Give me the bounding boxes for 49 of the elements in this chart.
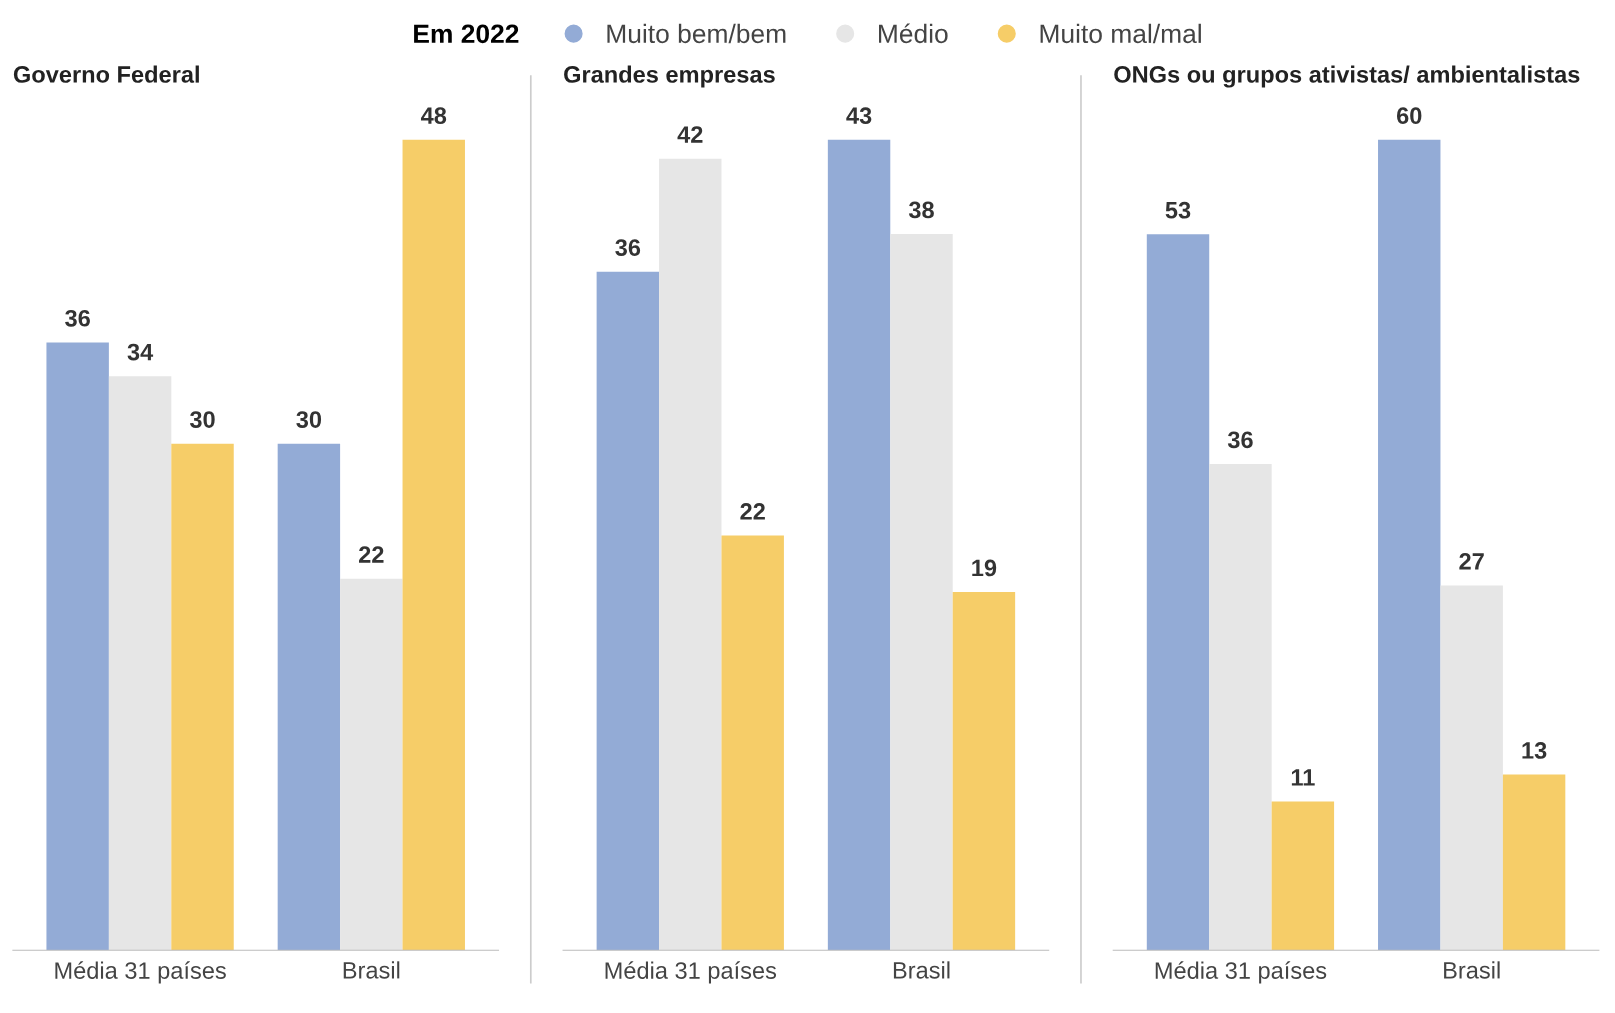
data-label: 13 bbox=[1522, 742, 1547, 759]
x-tick-label: Brasil bbox=[893, 961, 950, 979]
bar bbox=[402, 139, 465, 951]
bar bbox=[108, 376, 172, 951]
bar bbox=[340, 578, 403, 951]
data-label: 42 bbox=[677, 126, 703, 143]
bar bbox=[1209, 463, 1272, 951]
x-tick-label: Brasil bbox=[1444, 961, 1500, 979]
data-label: 30 bbox=[189, 411, 215, 428]
bar bbox=[1271, 801, 1335, 951]
bar bbox=[952, 592, 1016, 951]
bar bbox=[46, 342, 109, 951]
bar bbox=[1440, 585, 1503, 951]
data-label: 53 bbox=[1165, 201, 1191, 219]
data-label: 36 bbox=[1227, 431, 1253, 449]
bar bbox=[1502, 774, 1566, 951]
legend-title: Em 2022 bbox=[414, 24, 519, 44]
chart-title: Governo Federal bbox=[13, 65, 199, 83]
data-label: 38 bbox=[908, 201, 934, 219]
chart-title: Grandes empresas bbox=[564, 65, 775, 88]
data-label: 36 bbox=[65, 309, 90, 327]
chart-title: ONGs ou grupos ativistas/ ambientalistas bbox=[1114, 65, 1580, 88]
bar bbox=[659, 158, 722, 951]
x-tick-label: Média 31 países bbox=[55, 961, 226, 984]
x-tick-label: Média 31 países bbox=[1155, 961, 1327, 984]
data-label: 22 bbox=[359, 546, 384, 563]
data-label: 19 bbox=[972, 559, 997, 577]
legend-label: Médio bbox=[879, 23, 948, 44]
data-label: 22 bbox=[740, 503, 765, 520]
bar bbox=[890, 234, 953, 951]
data-label: 30 bbox=[296, 411, 322, 428]
bar bbox=[171, 443, 234, 951]
data-label: 34 bbox=[127, 343, 154, 361]
bar bbox=[1146, 234, 1210, 951]
data-label: 43 bbox=[846, 107, 872, 125]
legend-label: Muito bem/bem bbox=[607, 23, 786, 44]
data-label: 11 bbox=[1291, 769, 1315, 786]
x-tick-label: Média 31 países bbox=[605, 961, 777, 984]
bar bbox=[1378, 139, 1441, 951]
bar bbox=[827, 139, 891, 951]
bar bbox=[721, 535, 784, 951]
x-tick-label: Brasil bbox=[343, 961, 400, 979]
data-label: 60 bbox=[1396, 107, 1422, 125]
data-label: 48 bbox=[420, 107, 447, 125]
data-label: 27 bbox=[1459, 553, 1484, 570]
data-label: 36 bbox=[615, 239, 641, 256]
bar bbox=[277, 443, 341, 951]
bar bbox=[596, 271, 660, 951]
legend-label: Muito mal/mal bbox=[1040, 23, 1201, 44]
